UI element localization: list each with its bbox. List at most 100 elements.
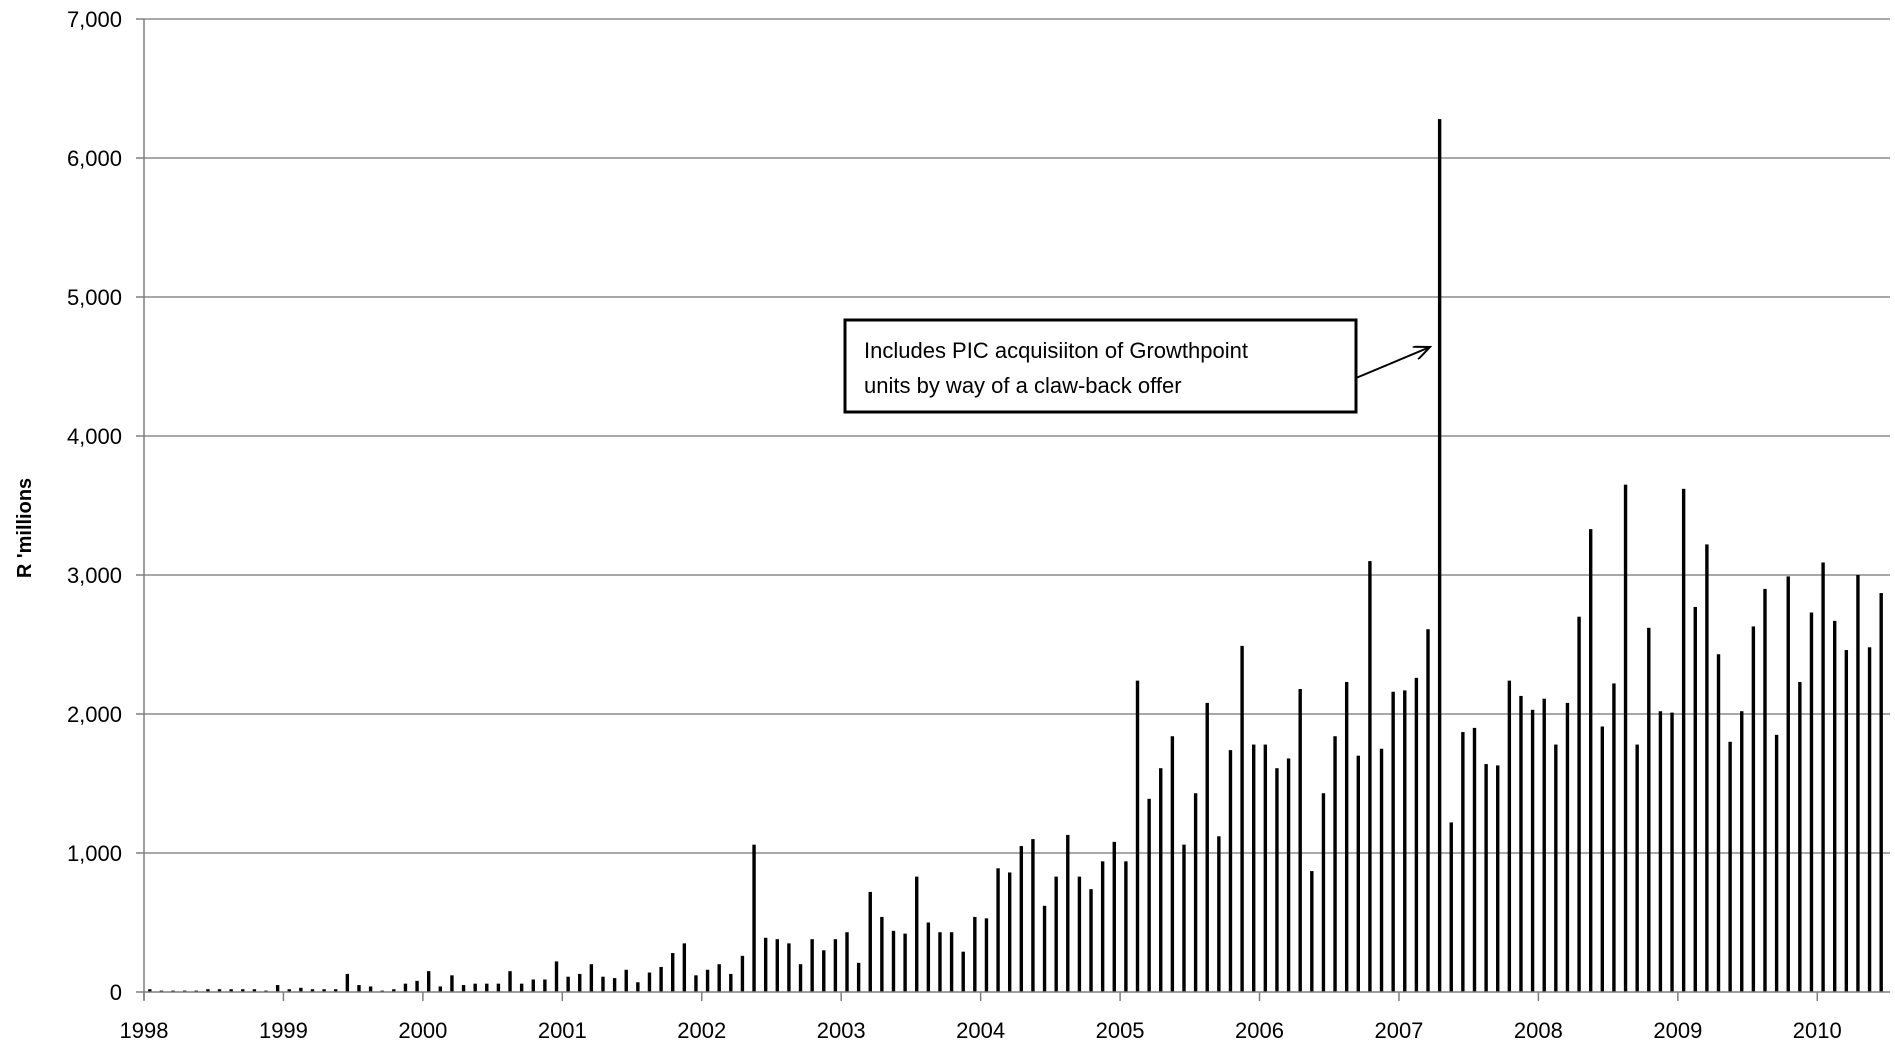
- bar: [1042, 905, 1047, 992]
- bar: [1449, 822, 1453, 992]
- bar: [763, 937, 768, 992]
- bar: [1217, 836, 1221, 992]
- bar: [1100, 861, 1105, 992]
- bar: [1182, 844, 1186, 992]
- bar: [1681, 488, 1686, 992]
- x-tick-label: 2000: [398, 1018, 447, 1043]
- bars: [148, 119, 1883, 992]
- x-tick-label: 2010: [1793, 1018, 1842, 1043]
- bar: [612, 978, 617, 992]
- bar: [787, 943, 791, 992]
- bar: [1019, 846, 1024, 992]
- bar: [206, 989, 210, 992]
- bar: [601, 976, 605, 992]
- bar: [531, 979, 535, 992]
- bar: [1623, 484, 1628, 992]
- bar: [1414, 677, 1419, 992]
- bar: [915, 876, 919, 992]
- bar: [1496, 765, 1500, 992]
- bar: [1356, 755, 1360, 992]
- bar: [1833, 620, 1837, 992]
- bar: [1612, 683, 1616, 992]
- y-tick-label: 5,000: [67, 285, 122, 310]
- bar: [485, 983, 489, 992]
- gridlines: [144, 18, 1890, 854]
- bar: [1228, 750, 1233, 992]
- bar: [1554, 744, 1558, 992]
- bar: [996, 868, 1000, 992]
- bar: [1740, 711, 1744, 992]
- bar: [1403, 690, 1407, 992]
- bar: [1763, 588, 1767, 992]
- bar: [775, 939, 779, 992]
- bar: [1751, 626, 1756, 992]
- bar: [1089, 889, 1093, 992]
- bar: [1379, 748, 1384, 992]
- bar: [148, 989, 152, 992]
- bar: [949, 932, 954, 992]
- bar: [1391, 691, 1395, 992]
- bar: [1054, 876, 1058, 992]
- bar: [1170, 736, 1175, 992]
- y-tick-label: 3,000: [67, 563, 122, 588]
- bar: [1577, 616, 1581, 992]
- bar: [1426, 629, 1430, 992]
- bar: [566, 976, 570, 992]
- bar: [554, 961, 559, 992]
- x-tick-label: 2001: [538, 1018, 587, 1043]
- x-tick-label: 2003: [817, 1018, 866, 1043]
- bar: [752, 844, 756, 992]
- y-axis-label: R 'millions: [14, 478, 36, 578]
- bar: [403, 983, 408, 992]
- bar: [1077, 876, 1082, 992]
- bar: [1867, 647, 1872, 992]
- bar: [705, 969, 710, 992]
- annotation-arrow: [1355, 347, 1430, 379]
- bar: [1159, 768, 1163, 992]
- bar: [1658, 711, 1663, 992]
- bar: [229, 989, 233, 992]
- bar: [1275, 768, 1279, 992]
- bar: [1135, 680, 1140, 992]
- bar: [1252, 744, 1256, 992]
- bar: [1147, 798, 1151, 992]
- bar: [450, 975, 454, 992]
- y-tick-label: 1,000: [67, 841, 122, 866]
- bar: [241, 989, 245, 992]
- bar: [1519, 695, 1523, 992]
- x-tick-label: 2002: [677, 1018, 726, 1043]
- bar: [1856, 575, 1860, 992]
- y-tick-label: 6,000: [67, 146, 122, 171]
- bar: [810, 939, 814, 992]
- bar: [461, 985, 466, 992]
- x-tick-labels: 1998 1999 2000 2001 2002 2003 2004 2005 2006 2007…: [120, 1018, 1842, 1043]
- bar: [1670, 712, 1674, 992]
- bar: [1484, 764, 1488, 992]
- bar: [1472, 727, 1477, 992]
- annotation: Includes PIC acquisiiton of Growthpoint …: [843, 318, 1430, 414]
- bar: [415, 980, 419, 992]
- bar: [1786, 576, 1790, 992]
- bar: [310, 989, 315, 992]
- bar: [589, 964, 594, 992]
- axes: [136, 18, 1890, 1001]
- bar: [833, 939, 838, 992]
- y-tick-label: 2,000: [67, 702, 122, 727]
- bar: [1774, 734, 1779, 992]
- bar: [357, 985, 361, 992]
- bar: [1031, 839, 1035, 992]
- bar: [647, 972, 652, 992]
- bar: [984, 918, 989, 992]
- bar: [578, 973, 582, 992]
- bar: [252, 989, 257, 992]
- bar: [519, 983, 524, 992]
- bar: [671, 953, 675, 992]
- bar: [938, 932, 942, 992]
- bar: [845, 932, 849, 992]
- bar: [1565, 702, 1570, 992]
- bar: [334, 989, 338, 992]
- bar: [694, 975, 698, 992]
- bar: [891, 930, 896, 992]
- bar: [299, 987, 303, 992]
